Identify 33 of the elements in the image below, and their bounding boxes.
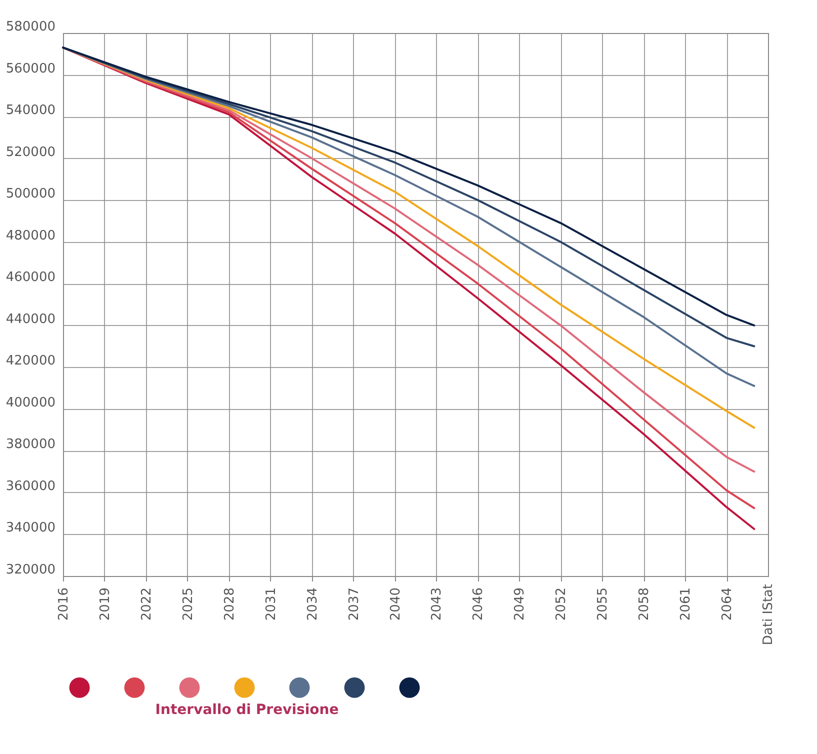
x-tick-label: 2031 — [264, 588, 279, 621]
y-tick-label: 500000 — [6, 186, 56, 202]
legend-title: Intervallo di Previsione — [155, 702, 339, 718]
x-tick-label: 2022 — [139, 588, 154, 621]
x-tick-label: 2037 — [346, 588, 362, 621]
x-tick-label: 2046 — [471, 588, 486, 621]
x-tick-label: 2034 — [305, 588, 320, 621]
x-tick-label: 2028 — [222, 588, 238, 621]
y-tick-label: 400000 — [6, 395, 56, 410]
y-tick-label: 540000 — [6, 103, 56, 118]
x-tick-label: 2064 — [720, 588, 736, 621]
x-tick-label: 2061 — [678, 588, 694, 621]
text: Dati IStat — [761, 584, 776, 646]
y-tick-label: 580000 — [6, 20, 56, 34]
y-tick-label: 360000 — [6, 478, 56, 494]
x-tick-label: 2043 — [430, 588, 445, 621]
x-tick-label: 2049 — [512, 588, 528, 621]
y-tick-label: 320000 — [6, 562, 56, 578]
y-tick-label: 480000 — [6, 228, 56, 244]
y-tick-label: 420000 — [6, 354, 56, 369]
y-tick-label: 560000 — [6, 61, 56, 76]
x-tick-label: 2058 — [637, 588, 652, 621]
x-tick-label: 2052 — [554, 588, 570, 621]
x-tick-label: 2040 — [388, 588, 404, 621]
y-tick-label: 380000 — [6, 437, 56, 452]
y-tick-label: 440000 — [6, 312, 56, 327]
y-tick-label: 520000 — [6, 144, 56, 160]
y-tick-label: 460000 — [6, 270, 56, 286]
x-tick-label: 2055 — [596, 588, 611, 621]
y-tick-label: 340000 — [6, 520, 56, 536]
x-tick-label: 2019 — [98, 588, 113, 621]
x-tick-label: 2025 — [180, 588, 196, 621]
x-tick-label: 2016 — [56, 588, 72, 621]
